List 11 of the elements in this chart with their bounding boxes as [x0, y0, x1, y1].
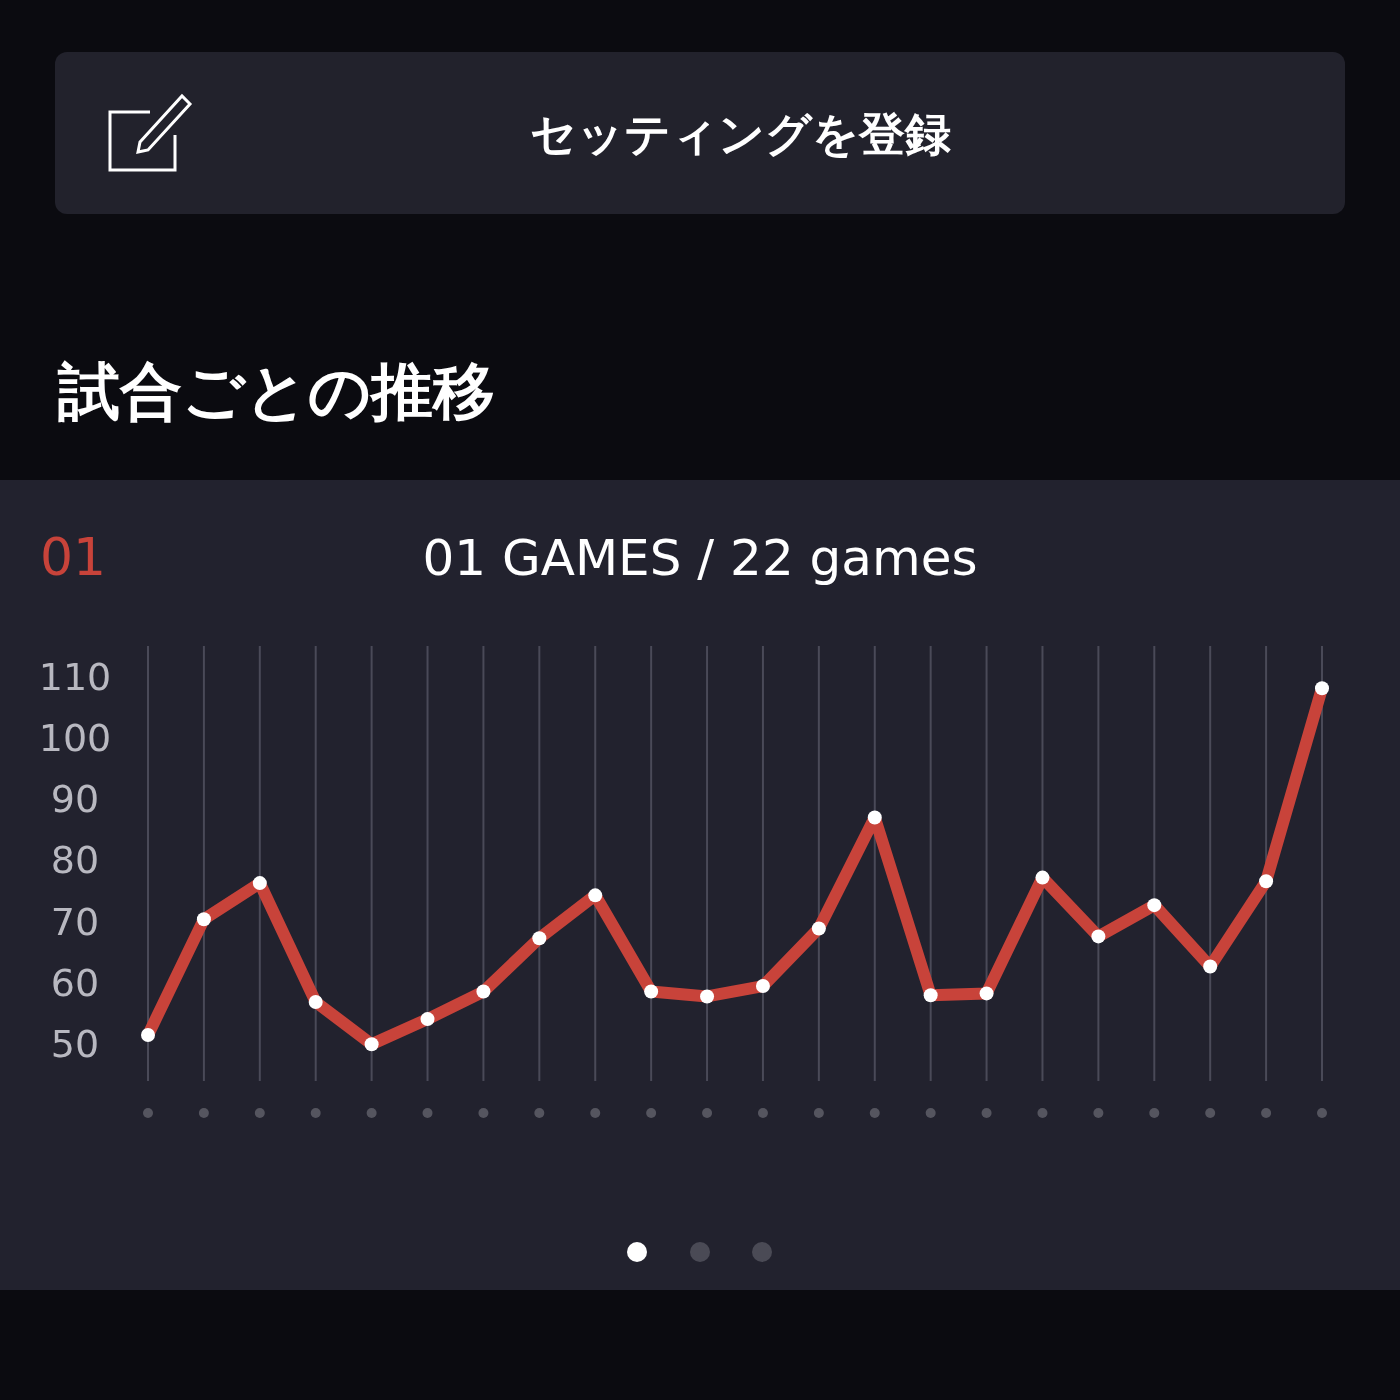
- text: 試合ごとの推移: [57, 355, 495, 428]
- y-tick-label: 50: [50, 1022, 100, 1067]
- y-tick-label: 100: [38, 715, 112, 760]
- text: 01: [40, 527, 107, 587]
- text: セッティングを登録: [529, 107, 951, 161]
- y-tick-label: 60: [50, 960, 100, 1005]
- y-tick-label: 70: [50, 899, 100, 944]
- y-tick-label: 80: [50, 838, 100, 883]
- y-tick-label: 90: [50, 777, 100, 822]
- y-tick-label: 110: [38, 654, 112, 699]
- chart-title: 01 GAMES / 22 games: [422, 529, 978, 587]
